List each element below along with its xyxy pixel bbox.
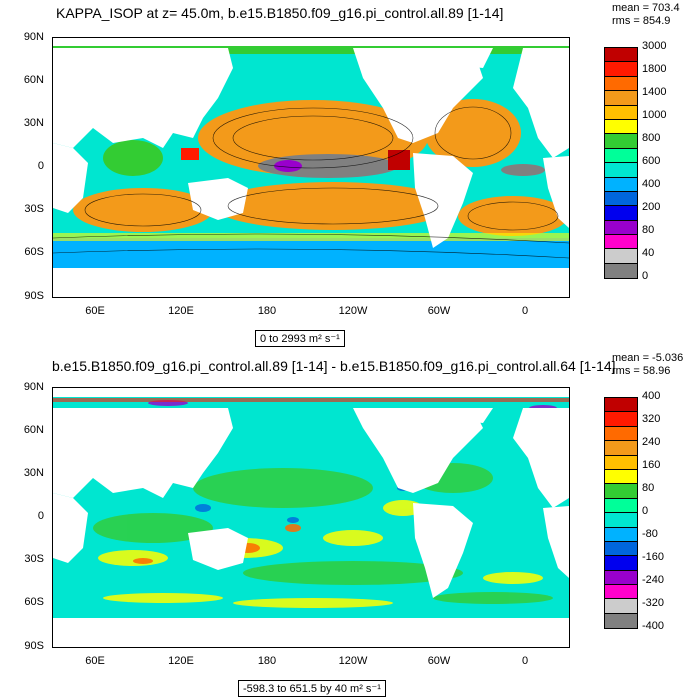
colorbar-swatch: [605, 105, 637, 120]
colorbar-swatch: [605, 206, 637, 221]
lat-label-30n: 30N: [23, 467, 44, 479]
colorbar-label: 600: [642, 155, 661, 168]
colorbar-swatch: [605, 220, 637, 236]
bottom-rms: rms = 58.96: [612, 365, 671, 377]
top-panel: KAPPA_ISOP at z= 45.0m, b.e15.B1850.f09_…: [23, 2, 680, 347]
colorbar-label: 80: [642, 224, 655, 237]
colorbar-label: -400: [642, 620, 665, 633]
colorbar-swatch: [605, 91, 637, 106]
bottom-stats: mean = -5.036 rms = 58.96: [612, 352, 683, 378]
colorbar-label: -320: [642, 597, 665, 610]
lon-label-60w: 60W: [427, 655, 451, 667]
colorbar-swatch: [605, 570, 637, 586]
colorbar-swatch: [605, 585, 637, 600]
colorbar-label: 400: [642, 178, 661, 191]
bottom-panel: b.e15.B1850.f09_g16.pi_control.all.89 [1…: [0, 350, 700, 700]
top-title: KAPPA_ISOP at z= 45.0m, b.e15.B1850.f09_…: [56, 5, 504, 21]
bottom-map-canvas: [53, 388, 569, 647]
colorbar-label: -160: [642, 551, 665, 564]
lon-label-120w: 120W: [338, 655, 368, 667]
bottom-map: [52, 387, 570, 648]
bottom-title: b.e15.B1850.f09_g16.pi_control.all.89 [1…: [52, 358, 616, 374]
colorbar-swatch: [605, 412, 637, 427]
colorbar-swatch: [605, 191, 637, 207]
lon-label-120w: 120W: [338, 305, 368, 317]
colorbar-swatch: [605, 148, 637, 164]
colorbar-label: 0: [642, 505, 649, 518]
colorbar-swatch: [605, 235, 637, 250]
colorbar-swatch: [605, 599, 637, 614]
top-rms: rms = 854.9: [612, 15, 671, 27]
lon-label-120e: 120E: [168, 655, 194, 667]
colorbar-label: 240: [642, 436, 661, 449]
lat-label-90s: 90S: [24, 640, 44, 652]
colorbar-swatch: [605, 541, 637, 557]
lat-label-60s: 60S: [24, 246, 44, 258]
lat-label-0: 0: [37, 510, 44, 522]
lon-label-0: 0: [521, 655, 529, 667]
top-map-canvas: [53, 38, 569, 297]
lat-label-90n: 90N: [23, 381, 44, 393]
lon-label-180: 180: [257, 305, 277, 317]
colorbar-swatch: [605, 163, 637, 178]
lon-label-60e: 60E: [85, 305, 105, 317]
lat-label-0: 0: [37, 160, 44, 172]
colorbar-label: 40: [642, 247, 655, 260]
colorbar-label: 1000: [642, 109, 667, 122]
lat-label-30s: 30S: [24, 553, 44, 565]
top-range-box: 0 to 2993 m² s⁻¹: [255, 330, 345, 347]
colorbar-swatch: [605, 441, 637, 456]
lon-label-60e: 60E: [85, 655, 105, 667]
colorbar-label: -80: [642, 528, 658, 541]
top-stats: mean = 703.4 rms = 854.9: [612, 2, 680, 28]
colorbar-swatch: [605, 119, 637, 135]
colorbar-swatch: [605, 556, 637, 571]
bottom-colorbar: [604, 397, 638, 630]
colorbar-swatch: [605, 527, 637, 542]
colorbar-swatch: [605, 177, 637, 192]
colorbar-swatch: [605, 498, 637, 514]
lat-label-60n: 60N: [23, 74, 44, 86]
top-mean: mean = 703.4: [612, 2, 680, 14]
lon-label-0: 0: [521, 305, 529, 317]
colorbar-swatch: [605, 426, 637, 442]
bottom-range-box: -598.3 to 651.5 by 40 m² s⁻¹: [238, 680, 386, 697]
colorbar-swatch: [605, 76, 637, 92]
colorbar-swatch: [605, 613, 637, 629]
lat-label-30n: 30N: [23, 117, 44, 129]
lat-label-60s: 60S: [24, 596, 44, 608]
colorbar-label: -240: [642, 574, 665, 587]
colorbar-swatch: [605, 469, 637, 485]
colorbar-swatch: [605, 484, 637, 499]
colorbar-swatch: [605, 48, 637, 63]
colorbar-label: 80: [642, 482, 655, 495]
lon-label-60w: 60W: [427, 305, 451, 317]
colorbar-swatch: [605, 249, 637, 264]
lon-label-180: 180: [257, 655, 277, 667]
colorbar-label: 200: [642, 201, 661, 214]
colorbar-label: 0: [642, 270, 649, 283]
lon-label-120e: 120E: [168, 305, 194, 317]
colorbar-swatch: [605, 263, 637, 279]
colorbar-label: 1400: [642, 86, 667, 99]
colorbar-label: 1800: [642, 63, 667, 76]
lat-label-90s: 90S: [24, 290, 44, 302]
bottom-mean: mean = -5.036: [612, 352, 684, 364]
colorbar-swatch: [605, 513, 637, 528]
lat-label-60n: 60N: [23, 424, 44, 436]
colorbar-label: 400: [642, 390, 661, 402]
colorbar-swatch: [605, 398, 637, 413]
colorbar-label: 3000: [642, 40, 667, 52]
colorbar-swatch: [605, 62, 637, 77]
colorbar-label: 800: [642, 132, 661, 145]
lat-label-90n: 90N: [23, 31, 44, 43]
colorbar-swatch: [605, 455, 637, 470]
top-colorbar: [604, 47, 638, 280]
colorbar-label: 160: [642, 459, 661, 472]
lat-label-30s: 30S: [24, 203, 44, 215]
top-map: [52, 37, 570, 298]
colorbar-swatch: [605, 134, 637, 149]
colorbar-label: 320: [642, 413, 661, 426]
